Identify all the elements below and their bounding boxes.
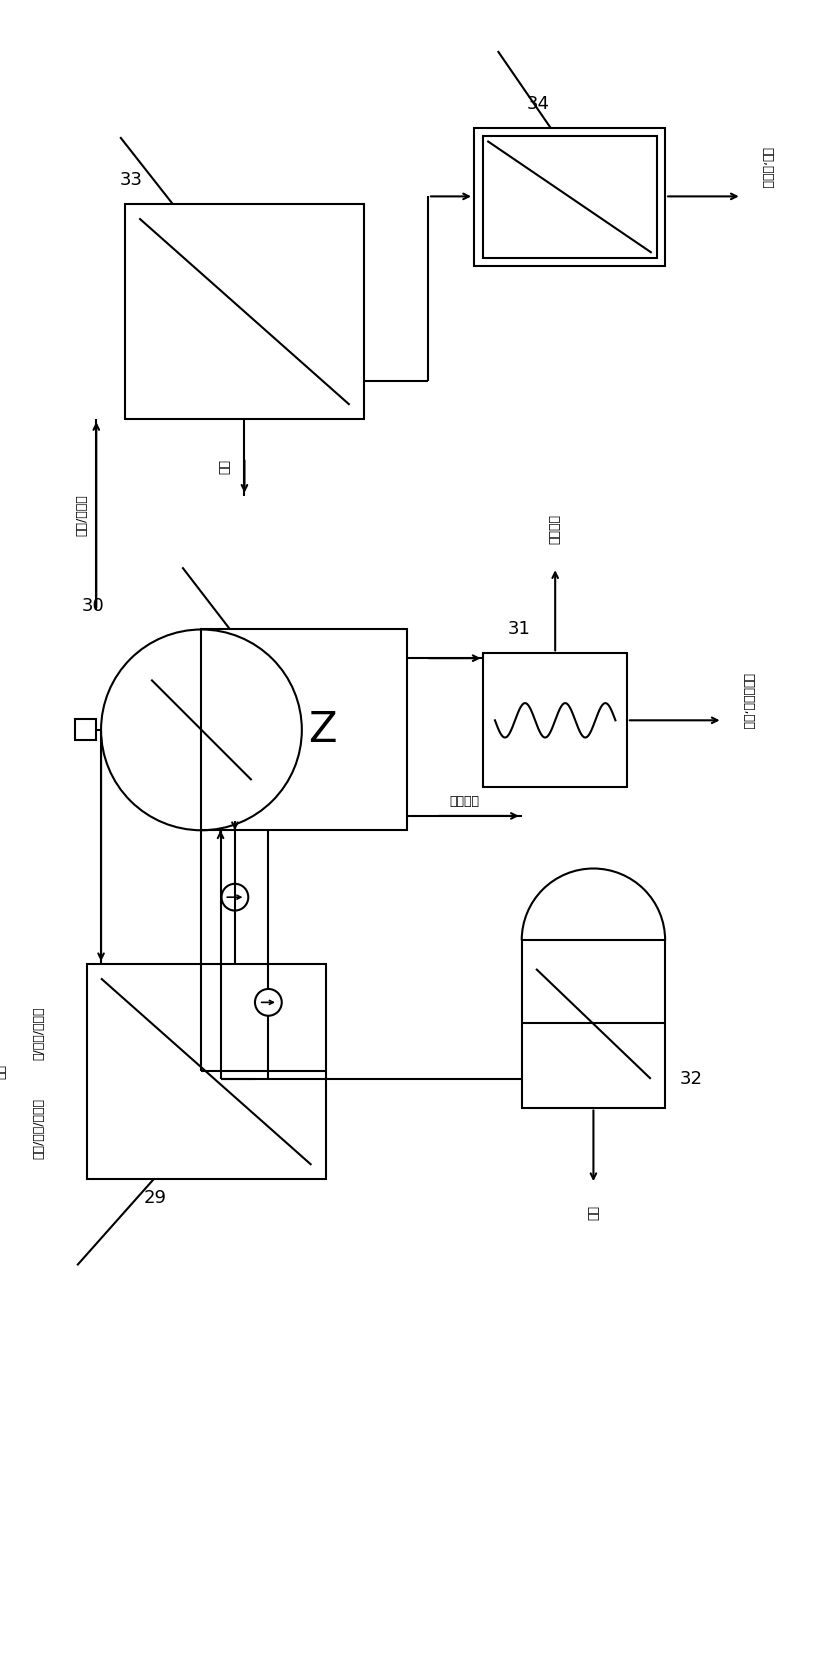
Bar: [482, 135, 657, 257]
Text: 32: 32: [680, 1070, 702, 1088]
Text: 溶剂: 溶剂: [0, 1063, 8, 1078]
Text: 30: 30: [82, 597, 105, 615]
Text: 31: 31: [507, 620, 530, 639]
Text: 半剂/菲剂/芘粉分: 半剂/菲剂/芘粉分: [33, 1099, 45, 1159]
Bar: [474, 127, 665, 266]
Text: 29: 29: [144, 1189, 167, 1207]
Bar: [522, 940, 665, 1107]
Text: 蒸发蒸汽: 蒸发蒸汽: [549, 513, 562, 543]
Text: Z: Z: [308, 709, 337, 751]
Text: 33: 33: [120, 171, 143, 189]
Text: 34: 34: [527, 95, 549, 112]
Bar: [125, 204, 364, 420]
Text: 软熔,半熔器: 软熔,半熔器: [761, 147, 774, 189]
Bar: [484, 654, 627, 788]
Text: 菲/菲粉/芘粉分: 菲/菲粉/芘粉分: [33, 1007, 45, 1060]
Text: 半成品收集,冷却: 半成品收集,冷却: [742, 672, 754, 729]
Bar: [202, 629, 407, 831]
Bar: [76, 719, 97, 741]
Text: 溶剂: 溶剂: [219, 460, 232, 475]
Text: 结晶: 结晶: [587, 1206, 600, 1221]
Text: 软熔/半熔分: 软熔/半熔分: [76, 493, 88, 535]
Bar: [87, 965, 326, 1179]
Text: 排晶液管: 排晶液管: [449, 796, 480, 808]
